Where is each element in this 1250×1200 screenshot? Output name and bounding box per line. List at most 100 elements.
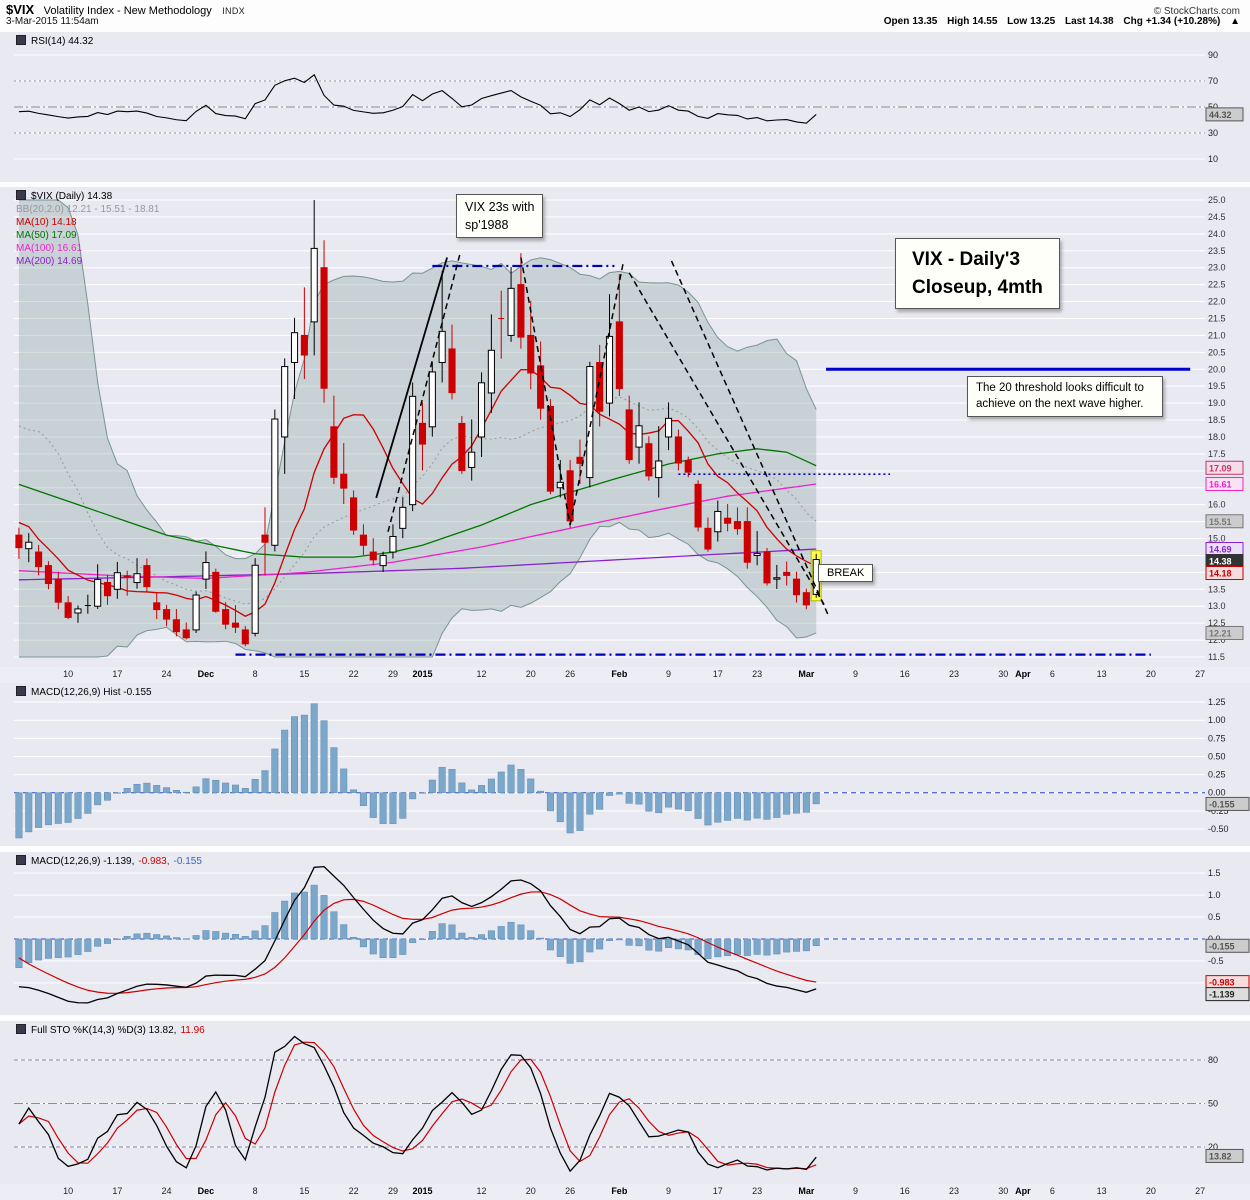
x-axis-tick: 8 (252, 1186, 258, 1196)
macd-hist-legend-text: MACD(12,26,9) Hist -0.155 (31, 687, 152, 698)
annotation-vix23-line2: sp'1988 (465, 218, 509, 233)
rsi-legend: RSI(14) 44.32 (16, 35, 93, 47)
sto-d-value: 11.96 (180, 1025, 205, 1036)
high-value: 14.55 (972, 16, 998, 27)
svg-text:-0.155: -0.155 (1209, 799, 1235, 809)
svg-text:22.5: 22.5 (1208, 280, 1226, 290)
svg-text:15.51: 15.51 (1209, 517, 1232, 527)
x-axis-tick: 9 (666, 669, 672, 679)
x-axis-tick: Mar (798, 1186, 815, 1196)
x-axis-tick: 16 (899, 669, 910, 679)
svg-text:23.5: 23.5 (1208, 246, 1226, 256)
svg-text:0.00: 0.00 (1208, 788, 1226, 798)
bb-legend: BB(20,2.0) 12.21 - 15.51 - 18.81 (16, 204, 160, 215)
rsi-legend-text: RSI(14) 44.32 (31, 36, 94, 47)
svg-text:1.5: 1.5 (1208, 868, 1221, 878)
x-axis-tick: 26 (565, 1186, 576, 1196)
svg-text:17.5: 17.5 (1208, 449, 1226, 459)
svg-text:30: 30 (1208, 128, 1218, 138)
x-axis-tick: 29 (387, 1186, 398, 1196)
svg-text:13.82: 13.82 (1209, 1151, 1232, 1161)
svg-text:14.69: 14.69 (1209, 545, 1232, 555)
x-axis-tick: 16 (899, 1186, 910, 1196)
svg-text:19.0: 19.0 (1208, 398, 1226, 408)
header: $VIX Volatility Index - New Methodology … (0, 0, 1250, 32)
x-axis-tick: 26 (565, 669, 576, 679)
macd-panel: 1.51.00.50.0-0.5-1.0-0.155-0.983-1.139 M… (0, 852, 1250, 1015)
svg-text:0.5: 0.5 (1208, 912, 1221, 922)
svg-text:1.00: 1.00 (1208, 715, 1226, 725)
macd-value: -1.139, (103, 856, 135, 867)
exchange-label: INDX (222, 6, 245, 16)
x-axis-tick: 9 (853, 669, 859, 679)
x-axis-tick: 22 (348, 669, 359, 679)
svg-text:20.0: 20.0 (1208, 364, 1226, 374)
svg-text:70: 70 (1208, 76, 1218, 86)
x-axis-tick: 27 (1195, 1186, 1206, 1196)
svg-text:19.5: 19.5 (1208, 381, 1226, 391)
x-axis-tick: 12 (476, 669, 487, 679)
x-axis-tick: 6 (1049, 1186, 1055, 1196)
svg-text:25.0: 25.0 (1208, 195, 1226, 205)
svg-text:20.5: 20.5 (1208, 347, 1226, 357)
low-value: 13.25 (1030, 16, 1056, 27)
low-label: Low (1007, 16, 1028, 27)
x-axis-tick: 2015 (412, 669, 433, 679)
x-axis-tick: 17 (712, 669, 723, 679)
svg-text:44.32: 44.32 (1209, 110, 1232, 120)
x-axis-tick: 10 (63, 1186, 74, 1196)
ma10-legend: MA(10) 14.18 (16, 217, 77, 228)
svg-text:11.5: 11.5 (1208, 652, 1225, 662)
x-axis-tick: 13 (1096, 1186, 1107, 1196)
price-panel: 25.0 24.5 24.0 23.5 23.0 22.5 22.0 21.5 21.0 20.5… (0, 187, 1250, 667)
ticker-symbol: $VIX (6, 2, 35, 17)
x-axis-tick: 13 (1096, 669, 1107, 679)
macd-legend-label: MACD(12,26,9) (31, 856, 101, 867)
x-axis-tick: 8 (252, 669, 258, 679)
svg-text:12.0: 12.0 (1208, 635, 1226, 645)
x-axis-tick: 23 (752, 669, 763, 679)
instrument-name: Volatility Index - New Methodology (43, 5, 212, 17)
x-axis-tick: 15 (299, 1186, 310, 1196)
svg-text:80: 80 (1208, 1055, 1218, 1065)
svg-text:-0.50: -0.50 (1208, 824, 1229, 834)
x-axis-tick: 20 (1145, 1186, 1156, 1196)
x-axis-upper: 10 17 24 Dec 8 15 22 29 2015 12 20 26 Feb 9 17 23 Mar 9 16… (0, 667, 1250, 683)
x-axis-tick: Feb (611, 1186, 628, 1196)
svg-text:10: 10 (1208, 154, 1218, 164)
svg-text:12.21: 12.21 (1209, 628, 1232, 638)
svg-text:14.18: 14.18 (1209, 569, 1232, 579)
x-axis-tick: Dec (197, 669, 215, 679)
x-axis-tick: 9 (853, 1186, 859, 1196)
x-axis-tick: 17 (112, 669, 123, 679)
title-group: $VIX Volatility Index - New Methodology … (6, 1, 245, 19)
x-axis-tick: 15 (299, 669, 310, 679)
ma100-legend: MA(100) 16.61 (16, 243, 83, 254)
svg-text:50: 50 (1208, 102, 1218, 112)
macd-legend: MACD(12,26,9) -1.139, -0.983, -0.155 (16, 855, 202, 867)
indicator-icon (16, 855, 26, 865)
x-axis-tick: 24 (161, 1186, 172, 1196)
sto-legend: Full STO %K(14,3) %D(3) 13.82, 11.96 (16, 1024, 205, 1036)
chg-label: Chg (1123, 16, 1143, 27)
macd-hist-panel: 1.251.000.750.500.250.00-0.25-0.50-0.155… (0, 683, 1250, 846)
sto-k-value: 13.82, (148, 1025, 177, 1036)
macd-canvas: 1.51.00.50.0-0.5-1.0-0.155-0.983-1.139 (14, 865, 1250, 1004)
x-axis-tick: 17 (112, 1186, 123, 1196)
svg-text:0.50: 0.50 (1208, 751, 1226, 761)
x-axis-tick: Dec (197, 1186, 215, 1196)
svg-text:21.5: 21.5 (1208, 313, 1226, 323)
svg-text:-0.155: -0.155 (1209, 941, 1235, 951)
annotation-threshold-note: The 20 threshold looks difficult to achi… (967, 376, 1163, 418)
x-axis-tick: 20 (525, 1186, 536, 1196)
macd-hist-canvas: 1.251.000.750.500.250.00-0.25-0.50-0.155 (14, 697, 1250, 839)
x-axis-tick: 24 (161, 669, 172, 679)
svg-text:-0.5: -0.5 (1208, 956, 1224, 966)
x-axis-tick: 12 (476, 1186, 487, 1196)
x-axis-tick: 29 (387, 669, 398, 679)
quote-line: Open 13.35 High 14.55 Low 13.25 Last 14.38 C… (877, 16, 1240, 27)
x-axis-tick: 23 (752, 1186, 763, 1196)
sto-legend-label: Full STO %K(14,3) %D(3) (31, 1025, 146, 1036)
svg-text:24.5: 24.5 (1208, 212, 1226, 222)
high-label: High (947, 16, 970, 27)
